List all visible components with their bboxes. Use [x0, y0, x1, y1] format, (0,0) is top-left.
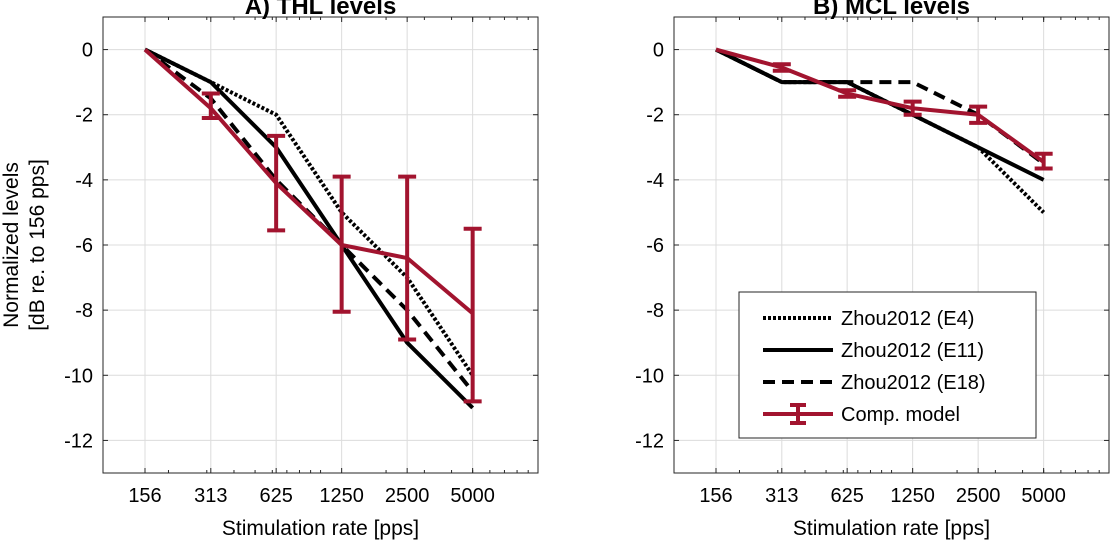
- legend: Zhou2012 (E4) Zhou2012 (E11) Zhou2012 (E18…: [738, 291, 1037, 439]
- y-tick-label: -2: [646, 105, 664, 127]
- x-axis-label: Stimulation rate [pps]: [222, 517, 419, 540]
- x-tick-label: 156: [128, 485, 161, 507]
- x-tick-label: 5000: [1021, 485, 1066, 507]
- y-axis-label: Normalized levels: [0, 162, 23, 328]
- x-tick-label: 156: [699, 485, 732, 507]
- x-tick-label: 313: [194, 485, 227, 507]
- x-tick-label: 5000: [450, 485, 495, 507]
- y-tick-label: -10: [635, 365, 664, 387]
- y-tick-label: -4: [75, 170, 93, 192]
- x-tick-label: 625: [830, 485, 863, 507]
- x-tick-label: 2500: [956, 485, 1001, 507]
- y-tick-label: 0: [653, 40, 664, 62]
- y-tick-label: -4: [646, 170, 664, 192]
- chart-panel-mcl: 156 313 625 1250 2500 5000 0 -2 -4 -6 -8 -10 -12 B) M…: [635, 0, 1110, 540]
- series-line-zhou2012-e11-: [144, 47, 475, 410]
- y-tick-label: -10: [64, 365, 93, 387]
- legend-label: Comp. model: [841, 404, 960, 426]
- y-tick-label: -12: [64, 430, 93, 452]
- series-line-zhou2012-e18-: [715, 47, 1045, 166]
- y-tick-label: 0: [82, 40, 93, 62]
- legend-label: Zhou2012 (E4): [841, 308, 974, 330]
- legend-label: Zhou2012 (E18): [841, 372, 986, 394]
- chart-title: A) THL levels: [245, 0, 397, 20]
- x-axis-label: Stimulation rate [pps]: [793, 517, 990, 540]
- y-tick-label: -8: [646, 300, 664, 322]
- series-line-comp-model: [143, 48, 474, 315]
- x-tick-label: 2500: [385, 485, 430, 507]
- x-tick-label: 1250: [890, 485, 935, 507]
- y-tick-label: -12: [635, 430, 664, 452]
- chart-title: B) MCL levels: [813, 0, 970, 20]
- y-axis-label: [dB re. to 156 pps]: [26, 159, 49, 331]
- series-line-comp-model: [715, 47, 1045, 164]
- y-tick-label: -6: [75, 235, 93, 257]
- y-tick-label: -2: [75, 105, 93, 127]
- legend-label: Zhou2012 (E11): [841, 340, 984, 362]
- y-tick-label: -6: [646, 235, 664, 257]
- chart-panel-thl: 156 313 625 1250 2500 5000 0 -2 -4 -6 -8 -10 -12 A) T…: [0, 0, 539, 540]
- x-tick-label: 313: [765, 485, 798, 507]
- x-tick-label: 625: [259, 485, 292, 507]
- series-line-zhou2012-e18-: [143, 47, 475, 393]
- y-tick-label: -8: [75, 300, 93, 322]
- x-tick-label: 1250: [319, 485, 364, 507]
